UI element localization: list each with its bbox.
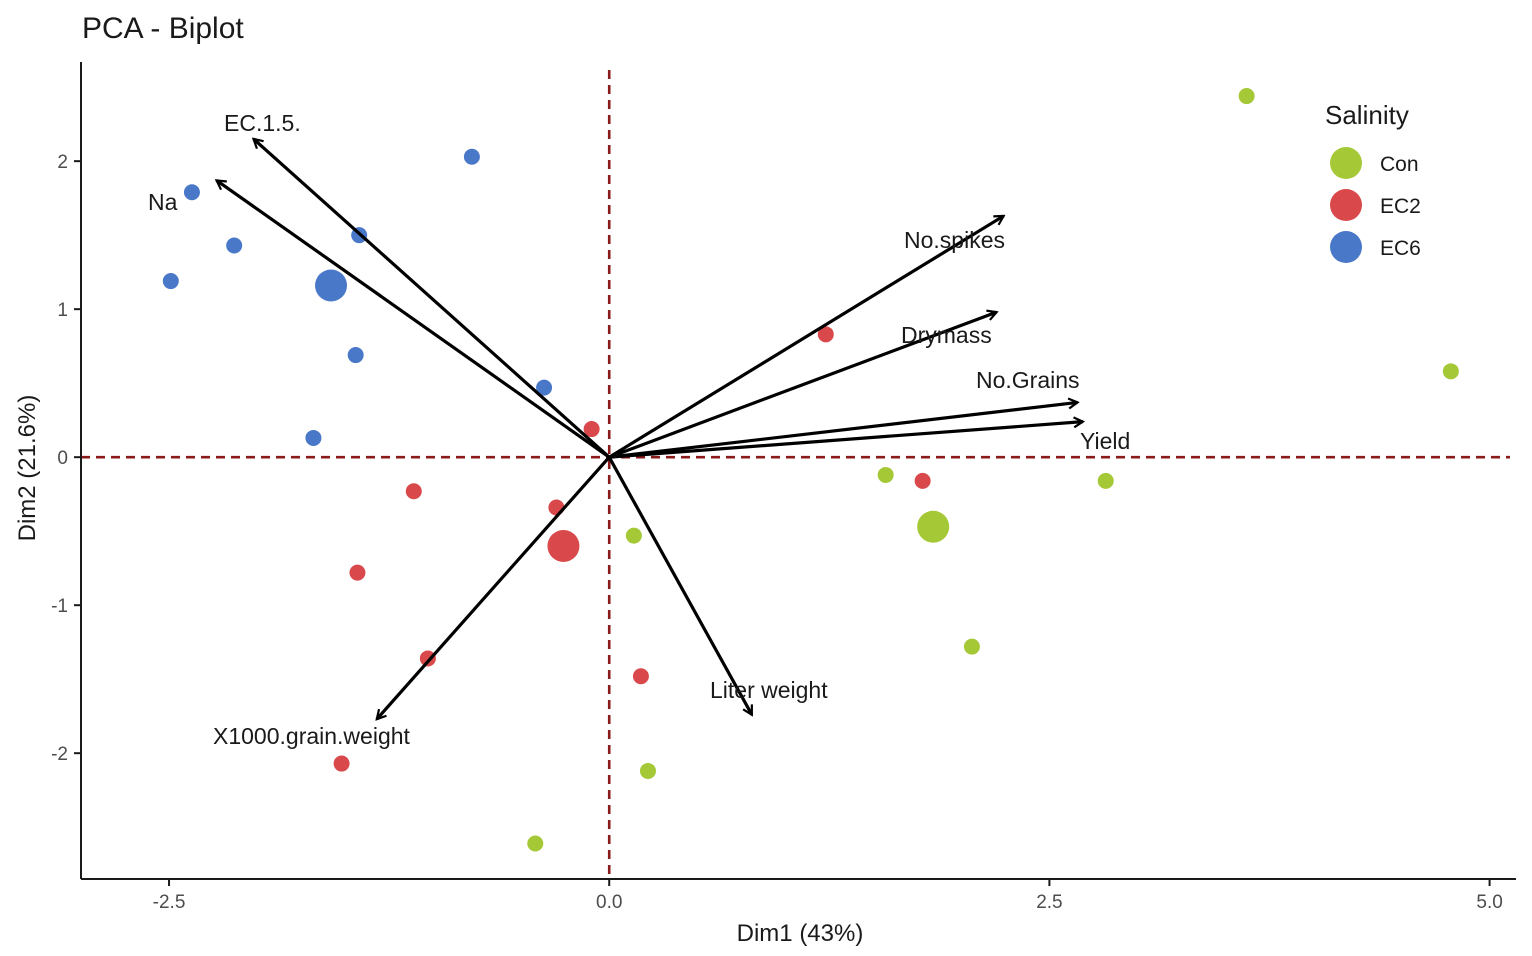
point-ec2-7: [632, 668, 649, 685]
point-ec6-7: [305, 429, 322, 446]
legend-swatch-ec6: [1330, 231, 1362, 263]
point-ec6-3: [226, 237, 243, 254]
legend-entries: Con EC2 EC6: [1330, 147, 1421, 263]
arrow-6: [607, 456, 754, 715]
point-ec6-1: [183, 184, 200, 201]
point-con-6: [639, 762, 656, 779]
y-axis-title: Dim2 (21.6%): [14, 395, 41, 542]
point-ec6-5: [347, 347, 364, 364]
legend-label-ec6: EC6: [1380, 237, 1421, 260]
point-ec2-8: [333, 755, 350, 772]
point-con-5: [963, 638, 980, 655]
point-ec2-0: [817, 326, 834, 343]
arrow-0: [254, 139, 611, 459]
point-ec2-1: [583, 421, 600, 438]
arrow-1: [217, 179, 611, 459]
y-tick-label-0: -2: [51, 744, 68, 765]
arrow-4: [609, 402, 1077, 459]
legend: Salinity Con EC2 EC6: [1325, 100, 1421, 263]
point-con-3: [1097, 472, 1114, 489]
legend-title: Salinity: [1325, 100, 1409, 130]
point-con-1: [1442, 363, 1459, 380]
point-ec6-4: [162, 273, 179, 290]
variable-label-6: Liter weight: [710, 677, 828, 703]
arrow-5: [609, 422, 1083, 459]
variable-label-5: Yield: [1080, 428, 1130, 454]
variable-label-3: Drymass: [901, 322, 992, 348]
variable-label-7: X1000.grain.weight: [213, 723, 411, 749]
chart-title: PCA - Biplot: [82, 12, 244, 45]
variable-label-2: No.spikes: [904, 227, 1005, 253]
legend-swatch-ec2: [1330, 189, 1362, 221]
legend-label-con: Con: [1380, 153, 1419, 176]
variable-labels: EC.1.5. Na No.spikes Drymass No.Grains Yield L…: [148, 110, 1130, 749]
point-con-4: [625, 527, 642, 544]
scatter-points: [162, 88, 1459, 852]
axes: [80, 62, 1516, 880]
reference-lines: [81, 70, 1510, 879]
point-ec2-2: [914, 472, 931, 489]
x-tick-label-1: 0.0: [596, 892, 622, 913]
point-ec2-4: [548, 499, 565, 516]
point-ec2-6: [419, 650, 436, 667]
legend-label-ec2: EC2: [1380, 195, 1421, 218]
variable-label-0: EC.1.5.: [224, 110, 301, 136]
y-tick-label-1: -1: [51, 596, 68, 617]
y-tick-label-3: 1: [57, 300, 68, 321]
centroid-ec6: [315, 269, 348, 302]
y-tick-label-4: 2: [57, 152, 68, 173]
point-con-2: [877, 466, 894, 483]
centroid-con: [917, 510, 950, 543]
arrow-2: [608, 214, 1003, 459]
x-tick-label-0: -2.5: [153, 892, 186, 913]
centroid-ec2: [547, 529, 580, 562]
point-ec2-5: [349, 564, 366, 581]
y-tick-label-2: 0: [57, 448, 68, 469]
variable-label-4: No.Grains: [976, 367, 1080, 393]
x-axis-title: Dim1 (43%): [737, 920, 864, 947]
point-ec6-6: [536, 379, 553, 396]
x-tick-label-3: 5.0: [1476, 892, 1502, 913]
arrow-7: [377, 456, 611, 719]
legend-swatch-con: [1330, 147, 1362, 179]
variable-arrows: [217, 139, 1083, 719]
point-con-7: [527, 835, 544, 852]
y-axis-ticks: -2 -1 0 1 2: [51, 152, 81, 765]
x-tick-label-2: 2.5: [1036, 892, 1062, 913]
variable-label-1: Na: [148, 189, 178, 215]
point-ec6-0: [463, 148, 480, 165]
x-axis-ticks: -2.5 0.0 2.5 5.0: [153, 879, 1503, 913]
point-con-0: [1238, 88, 1255, 105]
arrow-3: [608, 312, 996, 459]
point-ec2-3: [405, 483, 422, 500]
